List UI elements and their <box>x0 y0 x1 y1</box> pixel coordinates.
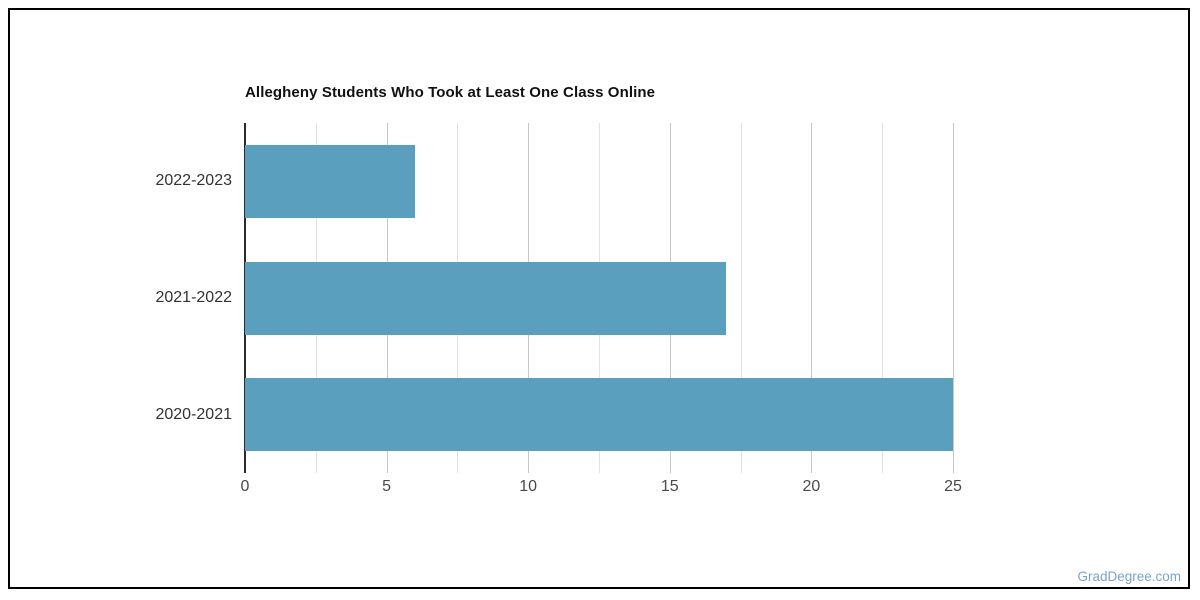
bar-2022-2023 <box>245 144 415 218</box>
x-tick-label-10: 10 <box>519 478 538 495</box>
x-tick-label-0: 0 <box>240 478 250 495</box>
gridline-minor-22.5 <box>882 123 884 473</box>
bar-2020-2021 <box>245 378 953 452</box>
category-label-2020-2021: 2020-2021 <box>155 405 232 423</box>
gridline-major-20 <box>811 123 813 473</box>
x-tick-label-20: 20 <box>802 478 821 495</box>
watermark-link[interactable]: GradDegree.com <box>1077 569 1181 584</box>
chart-title: Allegheny Students Who Took at Least One… <box>245 84 656 101</box>
bar-2021-2022 <box>245 261 727 335</box>
category-label-2021-2022: 2021-2022 <box>155 289 232 306</box>
x-tick-label-25: 25 <box>944 478 962 495</box>
x-tick-label-5: 5 <box>382 478 392 495</box>
x-tick-label-15: 15 <box>660 478 679 495</box>
gridline-major-25 <box>953 123 954 473</box>
gridline-minor-17.5 <box>740 123 742 473</box>
category-label-2022-2023: 2022-2023 <box>155 172 232 190</box>
plot-area: 2022-2023 2021-2022 2020-2021 0 5 10 15 20 25 <box>155 123 962 495</box>
